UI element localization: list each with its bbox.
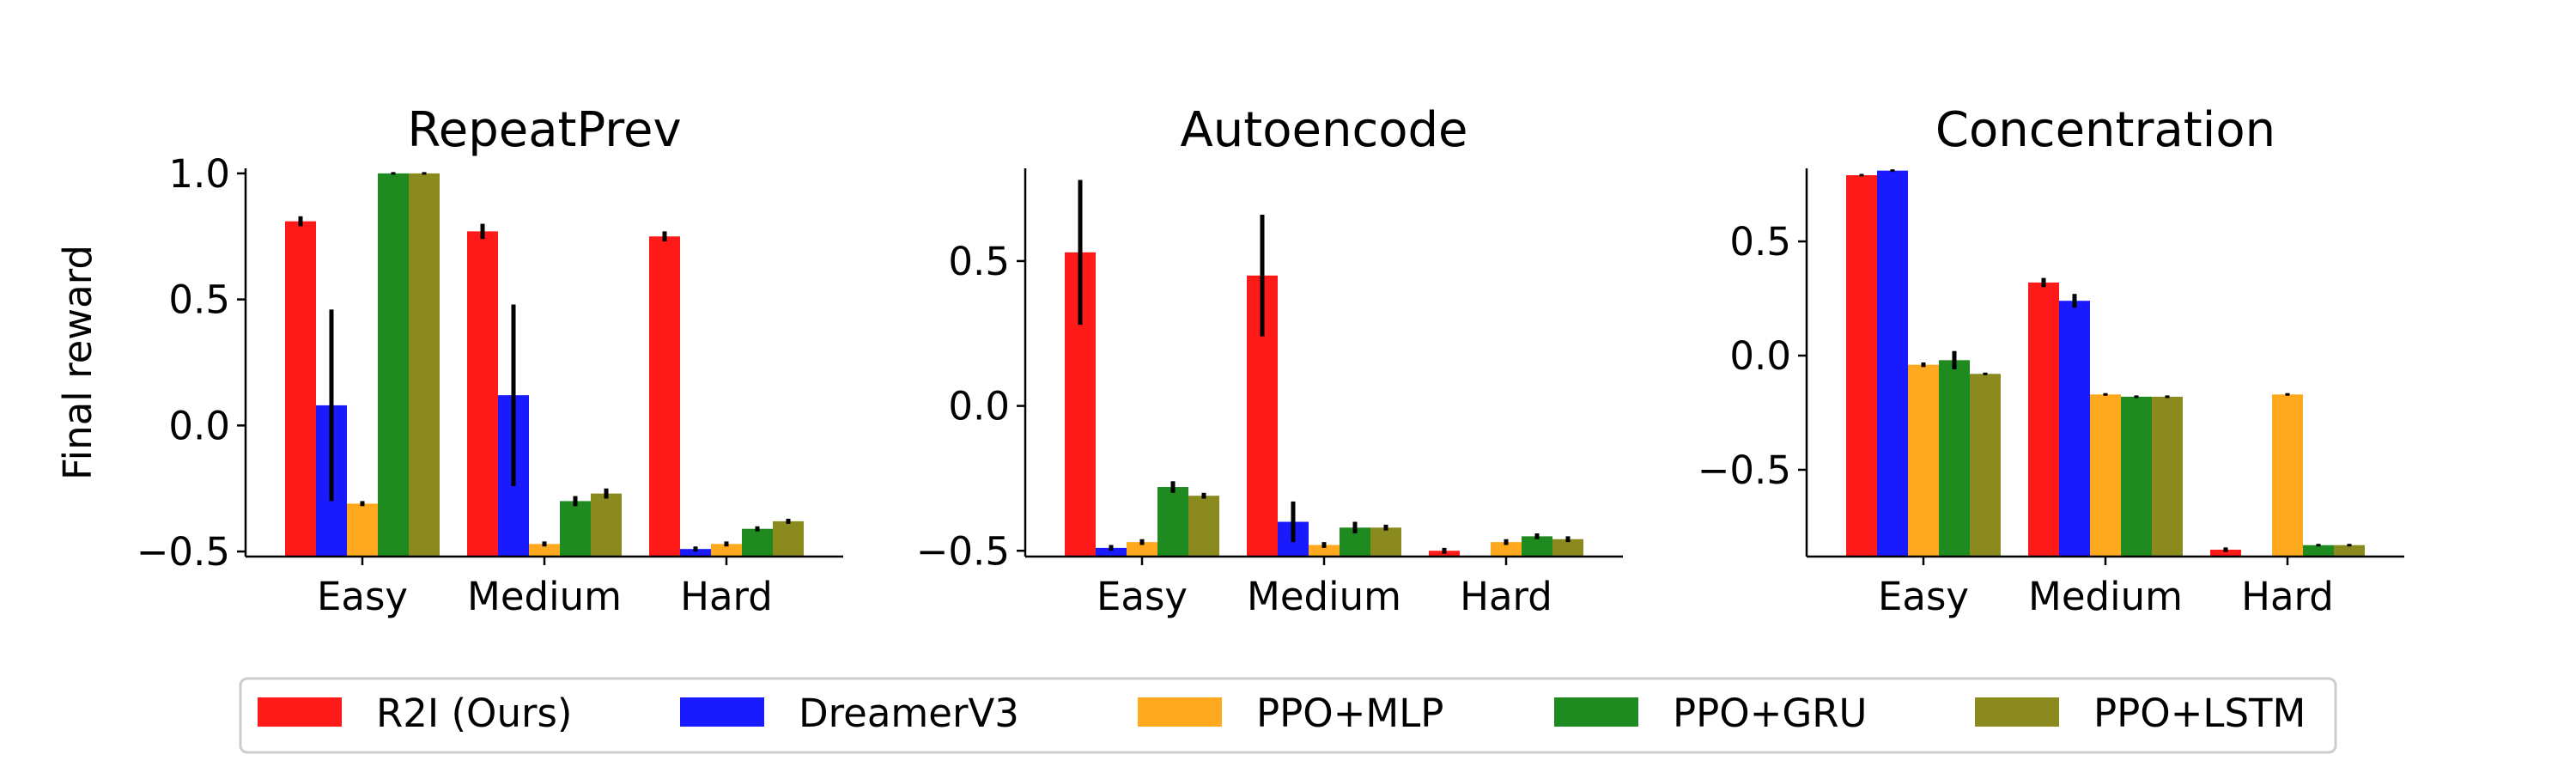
bar <box>1522 536 1552 557</box>
bar <box>1908 364 1939 557</box>
bar <box>1127 542 1157 557</box>
legend-label: PPO+LSTM <box>2093 691 2306 736</box>
panel-title: Concentration <box>1935 102 2275 158</box>
x-tick-label: Hard <box>1460 574 1552 619</box>
chart-panel-autoencode: Autoencode Easy Medium Hard −0.5 0.0 0.5 <box>916 102 1623 619</box>
bar <box>467 231 498 557</box>
bar <box>378 173 409 557</box>
bar <box>742 528 773 557</box>
bar <box>2334 545 2365 557</box>
bar <box>2272 394 2303 557</box>
panel-title: Autoencode <box>1180 102 1467 158</box>
bar <box>1188 496 1219 557</box>
chart-panels: RepeatPrev Easy Medium Hard −0.5 0.0 0.5 1.0 Aut… <box>137 102 2404 619</box>
legend-label: PPO+MLP <box>1256 691 1443 736</box>
bar <box>1157 487 1188 557</box>
bar <box>1096 547 1127 557</box>
bar <box>1846 174 1877 557</box>
x-tick-label: Easy <box>1878 574 1969 619</box>
bar <box>409 173 440 557</box>
bar <box>2028 282 2059 557</box>
bar <box>529 544 560 557</box>
x-tick-label: Hard <box>680 574 773 619</box>
y-tick-label: 0.5 <box>168 277 230 323</box>
x-tick-label: Medium <box>467 574 622 619</box>
x-tick-label: Hard <box>2241 574 2334 619</box>
bar <box>2059 301 2090 557</box>
bar <box>649 236 680 557</box>
legend: R2I (Ours) DreamerV3 PPO+MLP PPO+GRU PPO+LST… <box>239 677 2337 754</box>
panel-title: RepeatPrev <box>407 102 681 158</box>
y-tick-label: −0.5 <box>916 528 1010 574</box>
bar <box>1939 360 1970 557</box>
bar <box>680 549 711 557</box>
x-tick-label: Medium <box>1247 574 1401 619</box>
bar <box>2303 545 2334 557</box>
chart-panel-repeatprev: RepeatPrev Easy Medium Hard −0.5 0.0 0.5 1.0 <box>137 102 843 619</box>
legend-label: R2I (Ours) <box>376 691 572 736</box>
bar <box>711 544 742 557</box>
bar <box>591 493 622 557</box>
chart-panel-concentration: Concentration Easy Medium Hard −0.5 0.0 0.5 <box>1698 102 2404 619</box>
bar <box>1877 170 1908 557</box>
y-tick-label: −0.5 <box>137 529 230 575</box>
bar <box>2210 550 2241 557</box>
bar <box>773 520 804 557</box>
legend-label: DreamerV3 <box>799 691 1019 736</box>
y-tick-label: 0.0 <box>168 403 230 448</box>
legend-label: PPO+GRU <box>1673 691 1867 736</box>
bar <box>1309 545 1340 557</box>
legend-swatch <box>1975 697 2059 727</box>
y-tick-label: 0.5 <box>948 239 1010 284</box>
bar <box>2090 394 2121 557</box>
legend-swatch <box>1554 697 1638 727</box>
y-tick-label: −0.5 <box>1698 447 1791 493</box>
y-tick-label: 1.0 <box>168 151 230 197</box>
legend-items: R2I (Ours) DreamerV3 PPO+MLP PPO+GRU PPO+LST… <box>258 691 2306 736</box>
x-tick-label: Medium <box>2028 574 2183 619</box>
legend-frame <box>239 677 2337 754</box>
legend-swatch <box>1138 697 1222 727</box>
x-tick-label: Easy <box>317 574 408 619</box>
bar <box>1370 527 1401 557</box>
y-tick-label: 0.0 <box>1729 333 1791 379</box>
bar <box>1552 539 1583 557</box>
bar <box>1491 542 1522 557</box>
y-axis-label: Final reward <box>55 245 100 480</box>
legend-swatch <box>680 697 764 727</box>
bar <box>285 221 316 557</box>
y-tick-label: 0.5 <box>1729 219 1791 265</box>
bar <box>2121 396 2152 557</box>
x-tick-label: Easy <box>1097 574 1188 619</box>
bar <box>347 503 378 557</box>
legend-swatch <box>258 697 342 727</box>
y-tick-label: 0.0 <box>948 384 1010 429</box>
bar <box>560 501 591 557</box>
bar <box>2152 396 2183 557</box>
bar <box>1970 374 2001 557</box>
